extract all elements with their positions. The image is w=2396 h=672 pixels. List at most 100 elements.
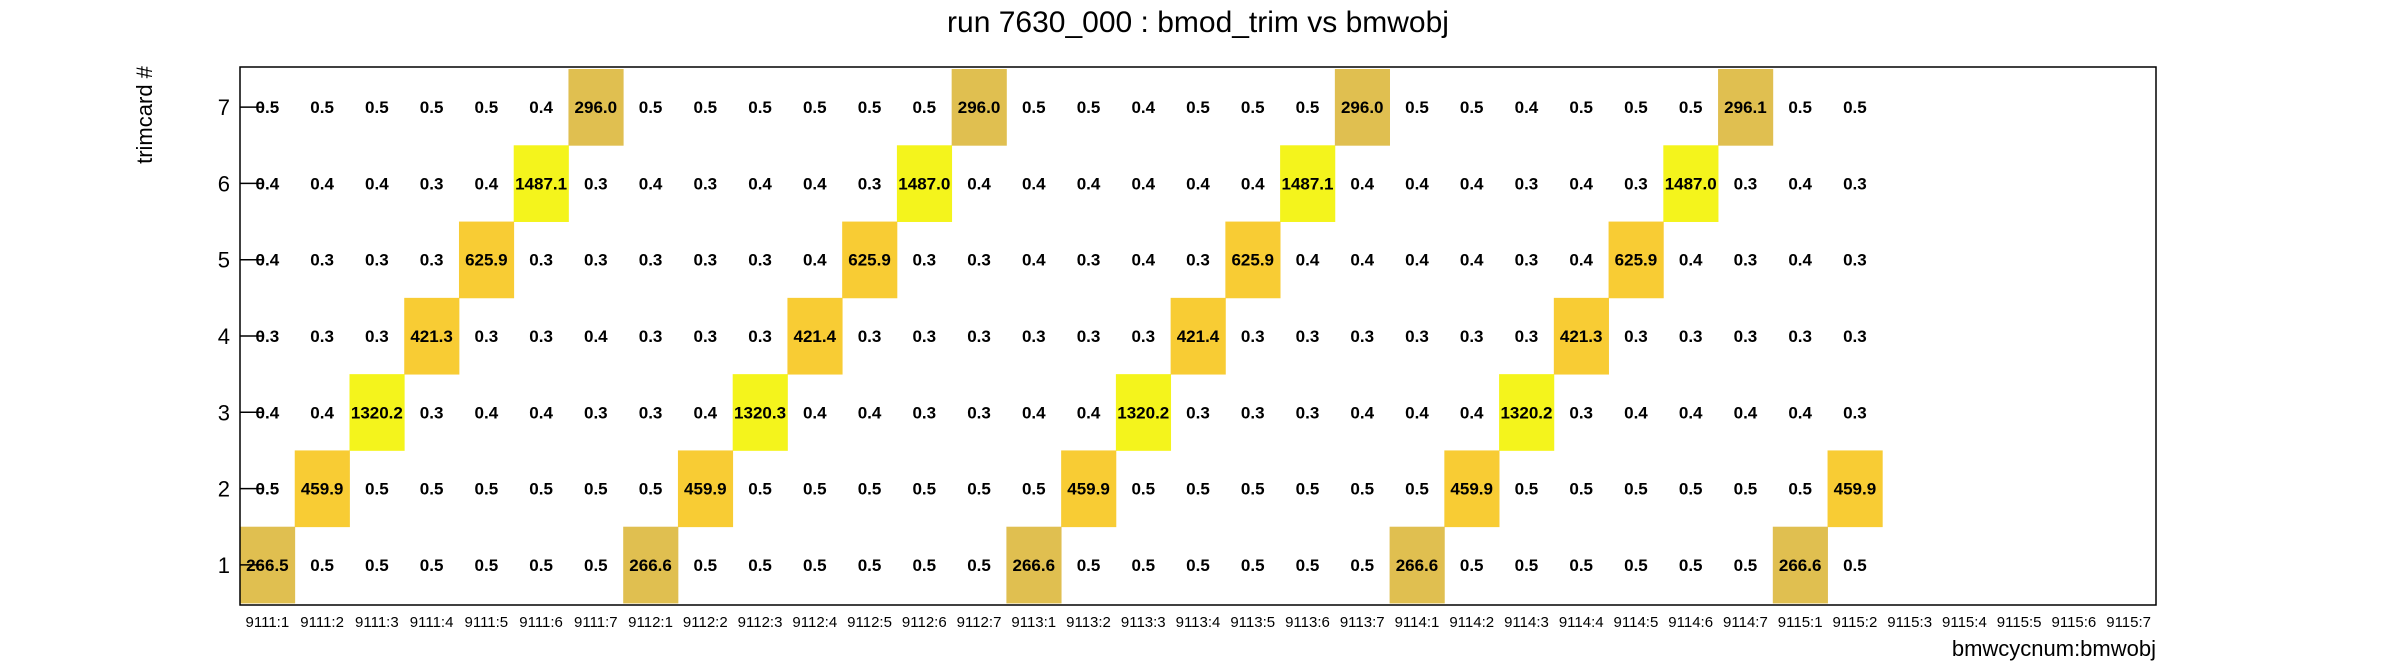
cell-value-label: 625.9 (1231, 251, 1274, 270)
cell-value-label: 0.3 (1788, 327, 1812, 346)
cell-value-label: 459.9 (684, 480, 727, 499)
cell-value-label: 0.5 (967, 480, 991, 499)
cell-value-label: 421.4 (794, 327, 837, 346)
heatmap-cell (513, 145, 569, 222)
cell-value-label: 0.3 (1296, 327, 1320, 346)
heatmap-cell (732, 374, 788, 451)
cell-value-label: 0.5 (1624, 98, 1648, 117)
cell-value-label: 0.4 (1186, 174, 1210, 193)
cell-value-label: 0.5 (529, 480, 553, 499)
cell-value-label: 0.3 (1843, 174, 1867, 193)
cell-value-label: 1487.1 (515, 174, 567, 193)
cell-value-label: 0.3 (1186, 251, 1210, 270)
x-tick-label: 9113:6 (1285, 614, 1330, 631)
cell-value-label: 0.3 (420, 403, 444, 422)
x-tick-label: 9114:3 (1504, 614, 1549, 631)
x-tick-label: 9115:4 (1942, 614, 1987, 631)
x-tick-label: 9114:6 (1668, 614, 1713, 631)
cell-value-label: 0.4 (1460, 403, 1484, 422)
cell-value-label: 0.3 (967, 403, 991, 422)
cell-value-label: 0.4 (1624, 403, 1648, 422)
cell-value-label: 1487.1 (1281, 174, 1333, 193)
y-tick-label: 1 (218, 553, 230, 578)
cell-value-label: 0.4 (1405, 174, 1429, 193)
cell-value-label: 0.5 (693, 98, 717, 117)
cell-value-label: 296.1 (1724, 98, 1767, 117)
cell-value-label: 0.3 (858, 174, 882, 193)
cell-value-label: 0.5 (1405, 480, 1429, 499)
cell-value-label: 0.3 (912, 403, 936, 422)
cell-value-label: 0.5 (1734, 556, 1758, 575)
cell-value-label: 0.3 (310, 251, 334, 270)
cell-value-label: 0.5 (1679, 98, 1703, 117)
cell-value-label: 0.3 (693, 251, 717, 270)
cell-value-label: 0.3 (693, 327, 717, 346)
cell-value-label: 266.6 (1779, 556, 1822, 575)
cell-value-label: 0.5 (1022, 98, 1046, 117)
x-tick-label: 9112:2 (683, 614, 728, 631)
cell-value-label: 0.4 (1734, 403, 1758, 422)
cell-value-label: 1320.2 (1500, 403, 1552, 422)
cell-value-label: 0.3 (1186, 403, 1210, 422)
cell-value-label: 0.4 (529, 403, 553, 422)
cell-value-label: 625.9 (465, 251, 508, 270)
cell-value-label: 0.5 (1679, 556, 1703, 575)
heatmap-cell-labels: 0.5 0.5 0.5 0.5 0.5 0.4 296.0 0.5 0.5 0.5 0.5 0.5 0.… (246, 98, 1876, 575)
cell-value-label: 0.5 (967, 556, 991, 575)
heatmap-cell (294, 450, 350, 528)
cell-value-label: 266.6 (1396, 556, 1439, 575)
x-tick-label: 9115:2 (1833, 614, 1878, 631)
x-tick-label: 9114:1 (1395, 614, 1440, 631)
cell-value-label: 0.5 (1241, 98, 1265, 117)
cell-value-label: 0.3 (1624, 174, 1648, 193)
cell-value-label: 0.4 (1077, 174, 1101, 193)
y-axis: 1 2 3 4 5 6 7 (218, 95, 262, 578)
heatmap-cell (1170, 297, 1226, 375)
cell-value-label: 0.4 (1350, 174, 1374, 193)
cell-value-label: 0.5 (858, 556, 882, 575)
cell-value-label: 0.5 (912, 480, 936, 499)
cell-value-label: 0.5 (420, 98, 444, 117)
cell-value-label: 0.5 (420, 480, 444, 499)
heatmap-cell (1061, 450, 1117, 528)
y-tick-label: 5 (218, 248, 230, 273)
cell-value-label: 0.4 (475, 403, 499, 422)
chart-title: run 7630_000 : bmod_trim vs bmwobj (947, 6, 1449, 39)
cell-value-label: 0.3 (1734, 174, 1758, 193)
cell-value-label: 0.5 (1186, 98, 1210, 117)
cell-value-label: 0.3 (1077, 251, 1101, 270)
cell-value-label: 266.6 (629, 556, 672, 575)
cell-value-label: 0.5 (1515, 480, 1539, 499)
cell-value-label: 0.3 (1515, 174, 1539, 193)
cell-value-label: 0.5 (1077, 556, 1101, 575)
heatmap-cell (404, 297, 460, 375)
cell-value-label: 266.5 (246, 556, 289, 575)
cell-value-label: 0.5 (1077, 98, 1101, 117)
cell-value-label: 0.4 (1788, 251, 1812, 270)
x-tick-label: 9115:7 (2106, 614, 2151, 631)
cell-value-label: 0.3 (1843, 403, 1867, 422)
cell-value-label: 0.5 (256, 98, 280, 117)
heatmap-cell (623, 526, 679, 604)
cell-value-label: 0.3 (639, 327, 663, 346)
cell-value-label: 0.4 (1131, 98, 1155, 117)
heatmap-cell (787, 297, 843, 375)
heatmap-cell (677, 450, 734, 528)
cell-value-label: 0.5 (1515, 556, 1539, 575)
x-tick-label: 9113:5 (1230, 614, 1275, 631)
cell-value-label: 0.5 (365, 556, 389, 575)
cell-value-label: 1487.0 (1665, 174, 1717, 193)
cell-value-label: 0.5 (748, 98, 772, 117)
cell-value-label: 0.4 (1405, 251, 1429, 270)
cell-value-label: 0.5 (1296, 480, 1320, 499)
cell-value-label: 0.5 (803, 480, 827, 499)
cell-value-label: 0.4 (584, 327, 608, 346)
cell-value-label: 0.5 (1131, 556, 1155, 575)
cell-value-label: 0.5 (1843, 98, 1867, 117)
x-axis-title: bmwcycnum:bmwobj (1952, 636, 2156, 661)
cell-value-label: 0.3 (748, 327, 772, 346)
cell-value-label: 0.3 (748, 251, 772, 270)
cell-value-label: 296.0 (1341, 98, 1384, 117)
x-tick-label: 9115:5 (1997, 614, 2042, 631)
cell-value-label: 0.5 (256, 480, 280, 499)
